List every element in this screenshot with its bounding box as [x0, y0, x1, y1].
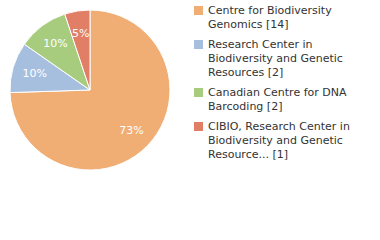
html-text:Research Center in Biodiversit: Research Center in Biodiversity and Gene…: [208, 38, 343, 79]
svg-text:5%: 5%: [72, 27, 89, 40]
html-text:Canadian Centre for DNA Barcod: Canadian Centre for DNA Barcoding [2]: [208, 86, 347, 113]
svg-text:10%: 10%: [43, 37, 67, 50]
html-text:Centre for Biodiversity Genomi: Centre for Biodiversity Genomics [14]: [208, 4, 332, 31]
html-text:CIBIO, Research Center in Biod: CIBIO, Research Center in Biodiversity a…: [208, 120, 350, 161]
svg-text:73%: 73%: [119, 124, 143, 137]
svg-text:10%: 10%: [23, 67, 47, 80]
